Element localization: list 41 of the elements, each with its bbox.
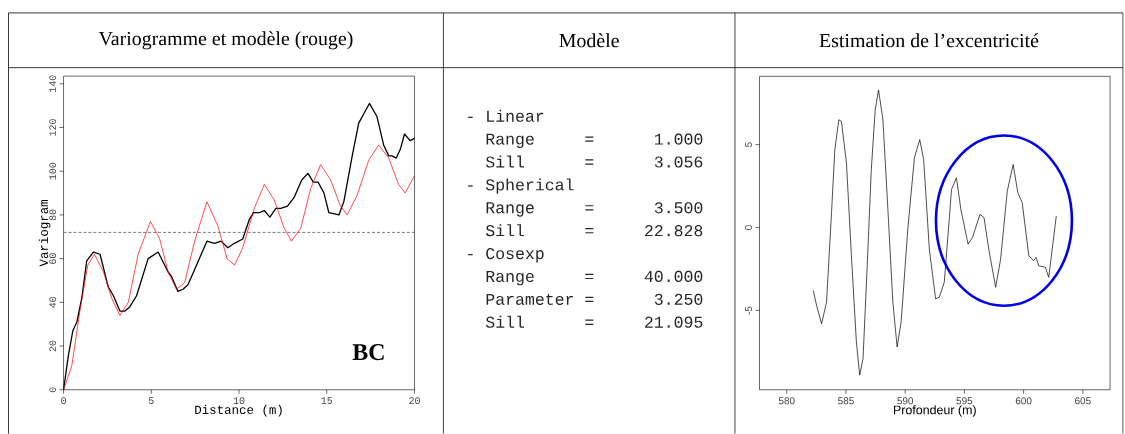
- x-tick-label: 580: [778, 397, 795, 405]
- y-tick-label: -5: [745, 306, 753, 315]
- x-tick-label: 15: [321, 397, 333, 404]
- x-tick-label: 590: [897, 397, 914, 405]
- x-tick-label: 5: [148, 397, 154, 404]
- text: Sill = 3.056: [485, 155, 703, 168]
- y-tick-label: 100: [49, 162, 57, 180]
- text: - Spherical: [468, 178, 574, 194]
- y-tick-label: 0: [744, 225, 753, 231]
- x-tick-label: 10: [233, 397, 245, 405]
- y-tick-label: 40: [49, 297, 57, 308]
- y-axis-title: Variogram: [38, 200, 51, 267]
- y-tick-label: 60: [49, 253, 57, 264]
- x-tick-label: 20: [409, 397, 420, 405]
- x-tick-label: 595: [956, 397, 973, 405]
- text: Range = 40.000: [486, 270, 703, 286]
- chart-title: Variogramme et modèle (rouge): [98, 31, 353, 50]
- x-tick-label: 585: [838, 397, 854, 405]
- x-tick-label: 605: [1075, 397, 1091, 405]
- text: Range = 1.000: [486, 133, 703, 149]
- y-tick-label: 140: [49, 75, 57, 93]
- x-axis-title: Profondeur (m): [893, 405, 976, 417]
- y-tick-label: 120: [49, 119, 57, 136]
- text: Range = 3.500: [486, 202, 703, 217]
- text: - Linear: [468, 109, 544, 122]
- y-tick-label: 80: [49, 209, 57, 221]
- y-tick-label: 5: [745, 142, 753, 148]
- y-tick-label: 20: [49, 340, 57, 352]
- text: Sill = 22.828: [485, 224, 703, 237]
- line-series: [812, 89, 1057, 376]
- text: Parameter = 3.250: [486, 293, 703, 306]
- text: Sill = 21.095: [485, 315, 703, 328]
- x-axis-title: Distance (m): [195, 404, 282, 417]
- text: Modèle: [559, 33, 619, 48]
- chart-title: Estimation de l’excentricité: [819, 33, 1039, 48]
- y-tick-label: 0: [49, 387, 57, 393]
- text: - Cosexp: [468, 248, 544, 263]
- x-tick-label: 600: [1015, 397, 1032, 405]
- line-series: [63, 144, 415, 391]
- annotation: BC: [352, 344, 384, 361]
- x-tick-label: 0: [61, 397, 66, 405]
